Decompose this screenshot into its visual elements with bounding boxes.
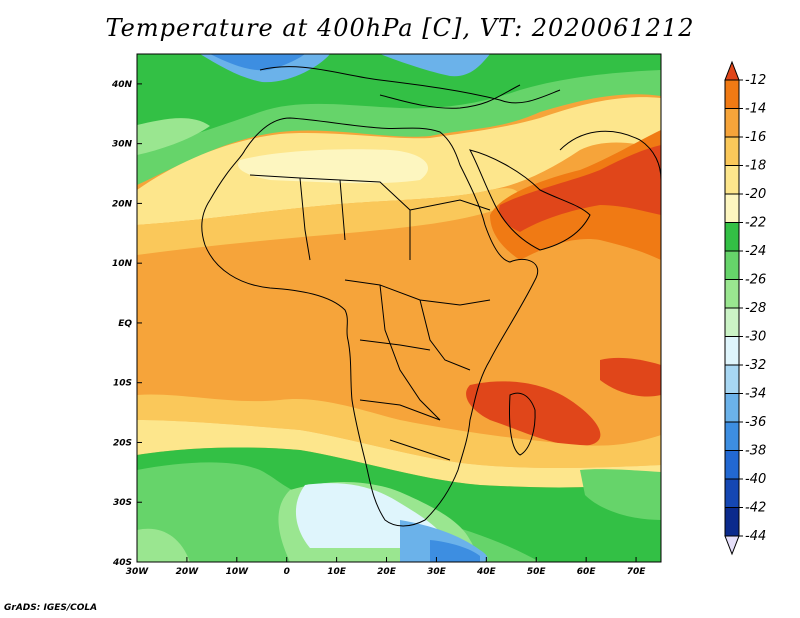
colorbar-label: -16: [745, 130, 766, 145]
lon-tick-label: 70E: [627, 567, 647, 577]
credit-label: GrADS: IGES/COLA: [4, 603, 98, 613]
colorbar-label: -34: [745, 387, 766, 402]
lon-tick-label: 30W: [126, 567, 150, 577]
colorbar-swatch: [724, 478, 740, 508]
colorbar-swatch: [724, 108, 740, 138]
lon-tick-label: 0: [284, 567, 290, 577]
colorbar-label: -32: [745, 358, 766, 373]
colorbar-label: -28: [745, 301, 766, 316]
colorbar-swatch: [724, 250, 740, 280]
colorbar-swatch: [724, 450, 740, 480]
colorbar-swatch: [724, 336, 740, 366]
colorbar-label: -42: [745, 501, 766, 516]
colorbar-swatch: [724, 222, 740, 252]
colorbar-swatch: [724, 193, 740, 223]
colorbar-label: -44: [745, 529, 766, 544]
lat-tick-label: 30N: [112, 140, 133, 150]
colorbar-label: -20: [745, 187, 766, 202]
lon-tick-label: 20E: [377, 567, 397, 577]
lat-tick-label: 20N: [112, 199, 133, 209]
colorbar-label: -30: [745, 330, 766, 345]
colorbar-label: -24: [745, 244, 766, 259]
lon-tick-label: 30E: [427, 567, 447, 577]
lat-tick-label: 40N: [111, 80, 133, 90]
lat-axis: 40N 30N 20N 10N EQ 10S 20S 30S 40S: [111, 80, 142, 568]
coastline-outline: [201, 66, 661, 527]
colorbar-swatch: [724, 136, 740, 166]
lat-tick-label: 10N: [112, 259, 133, 269]
lon-tick-label: 50E: [527, 567, 547, 577]
colorbar-label: -40: [745, 472, 766, 487]
colorbar-label: -18: [745, 159, 766, 174]
lon-tick-label: 10E: [327, 567, 347, 577]
colorbar-swatch: [724, 79, 740, 109]
lat-tick-label: EQ: [118, 319, 132, 329]
temperature-field: [137, 54, 661, 562]
lat-tick-label: 20S: [113, 438, 132, 448]
colorbar-swatch: [724, 279, 740, 309]
colorbar-swatch: [724, 393, 740, 423]
colorbar-swatch: [724, 165, 740, 195]
colorbar-label: -38: [745, 444, 766, 459]
colorbar-top-arrow: [724, 60, 740, 81]
lon-tick-label: 20W: [176, 567, 200, 577]
colorbar-swatch: [724, 307, 740, 337]
map-title: Temperature at 400hPa [C], VT: 202006121…: [105, 14, 695, 42]
lon-tick-label: 60E: [577, 567, 597, 577]
colorbar-swatch: [724, 507, 740, 537]
colorbar-label: -22: [745, 216, 766, 231]
colorbar-swatch: [724, 364, 740, 394]
lat-tick-label: 10S: [113, 379, 132, 389]
lon-tick-label: 10W: [226, 567, 250, 577]
colorbar: -12 -14 -16 -18 -20 -22 -24 -26 -28 -30 -32 -34 -36 -…: [724, 60, 766, 556]
colorbar-label: -26: [745, 273, 766, 288]
lon-axis: 30W 20W 10W 0 10E 20E 30E 40E 50E 60E 70E: [126, 557, 646, 577]
colorbar-label: -36: [745, 415, 766, 430]
colorbar-bottom-arrow: [724, 535, 740, 556]
lat-tick-label: 30S: [113, 498, 132, 508]
lat-tick-label: 40S: [112, 558, 132, 568]
map-frame: [136, 53, 662, 563]
colorbar-swatch: [724, 421, 740, 451]
colorbar-label: -14: [745, 102, 766, 117]
lon-tick-label: 40E: [476, 567, 497, 577]
colorbar-label: -12: [745, 73, 766, 88]
